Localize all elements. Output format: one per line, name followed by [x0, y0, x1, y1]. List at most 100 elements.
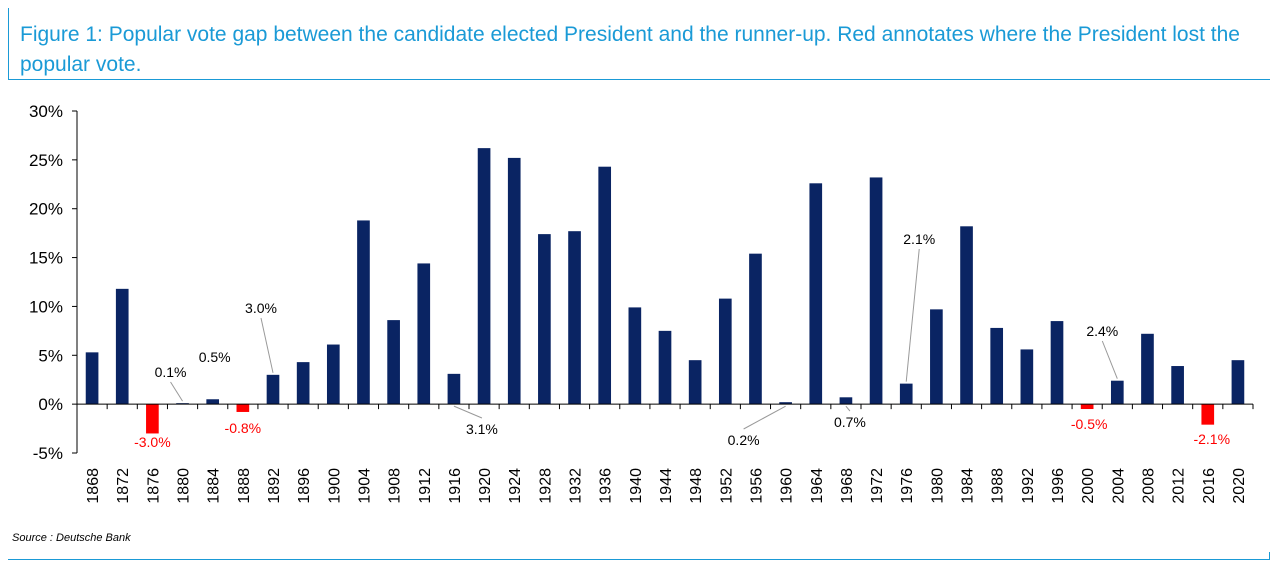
bar-chart: -5% 0% 5% 10% 15% 20% 25% 30% 1868 1872 1876 1880 1… — [29, 102, 1254, 504]
x-tick-label-1868: 1868 — [85, 468, 102, 504]
bar-2008 — [1141, 333, 1154, 405]
x-tick-label-1916: 1916 — [447, 468, 464, 504]
y-tick-label: 15% — [29, 249, 63, 268]
x-tick-label-1880: 1880 — [176, 468, 193, 504]
x-tick-label-1944: 1944 — [658, 468, 675, 504]
bar-1912 — [417, 263, 431, 405]
bar-1904 — [357, 220, 370, 405]
x-tick-label-1976: 1976 — [899, 468, 916, 504]
bar-1984 — [960, 226, 973, 405]
x-tick-label-1900: 1900 — [326, 468, 343, 504]
bar-1872 — [115, 288, 129, 405]
annotations: -3.0% 0.1% 0.5% -0.8% 3.0% 3.1% 0.2% 0.7% 2.1% -0… — [134, 231, 1230, 450]
annotation-label-2004: 2.4% — [1086, 323, 1118, 339]
x-tick-label-2008: 2008 — [1140, 468, 1157, 504]
bar-1920 — [477, 148, 491, 405]
bar-1976 — [899, 383, 913, 405]
bar-2004 — [1110, 380, 1124, 405]
annotation-leader-2004 — [1101, 340, 1118, 379]
bar-1972 — [869, 177, 883, 405]
annotation-leader-1892 — [260, 317, 274, 373]
x-tick-label-1928: 1928 — [537, 468, 554, 504]
bar-1868 — [85, 352, 99, 405]
x-tick-label-2004: 2004 — [1110, 468, 1127, 504]
x-tick-label-1892: 1892 — [266, 468, 283, 504]
x-tick-label-2000: 2000 — [1080, 468, 1097, 504]
y-tick-label: 20% — [29, 200, 63, 219]
annotation-leader-1916 — [453, 405, 483, 419]
bar-1876 — [146, 404, 159, 434]
annotation-label-1880: 0.1% — [155, 364, 187, 380]
bar-1924 — [507, 157, 521, 405]
annotation-leader-1880 — [170, 381, 183, 402]
y-tick-label: -5% — [33, 444, 63, 463]
annotation-label-1976: 2.1% — [903, 231, 935, 247]
annotation-label-1888: -0.8% — [225, 420, 262, 436]
bar-1888 — [236, 404, 250, 412]
x-tick-label-1932: 1932 — [568, 468, 585, 504]
annotation-leader-1976 — [905, 248, 920, 382]
bar-1952 — [718, 298, 732, 405]
x-tick-label-1884: 1884 — [206, 468, 223, 504]
x-tick-label-1972: 1972 — [869, 468, 886, 504]
title-frame — [8, 8, 1270, 80]
bar-2000 — [1080, 404, 1094, 410]
x-tick-label-1876: 1876 — [145, 468, 162, 504]
x-tick-label-1952: 1952 — [718, 468, 735, 504]
annotation-label-1876: -3.0% — [134, 434, 171, 450]
x-tick-label-1888: 1888 — [236, 468, 253, 504]
bar-1964 — [809, 183, 823, 405]
bars — [85, 148, 1245, 434]
x-tick-label-1872: 1872 — [115, 468, 132, 504]
bar-1968 — [839, 397, 853, 405]
x-tick-label-1904: 1904 — [356, 468, 373, 504]
bar-1960 — [779, 402, 792, 405]
x-tick-label-1924: 1924 — [507, 468, 524, 504]
annotation-label-1968: 0.7% — [834, 414, 866, 430]
annotation-label-1884: 0.5% — [199, 349, 231, 365]
x-tick-label-2016: 2016 — [1201, 468, 1218, 504]
x-tick-label-1912: 1912 — [417, 468, 434, 504]
x-tick-label-1936: 1936 — [598, 468, 615, 504]
bar-1936 — [598, 166, 612, 405]
x-tick-label-1940: 1940 — [628, 468, 645, 504]
x-tick-label-1960: 1960 — [779, 468, 796, 504]
x-tick-label-1896: 1896 — [296, 468, 313, 504]
x-tick-label-2012: 2012 — [1171, 468, 1188, 504]
source-note: Source : Deutsche Bank — [12, 532, 131, 544]
x-tick-label-1948: 1948 — [688, 468, 705, 504]
y-axis: -5% 0% 5% 10% 15% 20% 25% 30% — [29, 102, 78, 463]
bar-1948 — [688, 360, 702, 405]
bar-1956 — [749, 253, 762, 405]
bar-1896 — [296, 362, 310, 405]
y-tick-label: 30% — [29, 102, 63, 121]
bar-1988 — [990, 327, 1004, 405]
bar-1944 — [658, 330, 672, 405]
bar-1916 — [447, 373, 461, 405]
x-tick-label-1980: 1980 — [929, 468, 946, 504]
annotation-label-1916: 3.1% — [466, 421, 498, 437]
x-tick-label-1908: 1908 — [387, 468, 404, 504]
y-tick-label: 25% — [29, 151, 63, 170]
bar-1932 — [568, 231, 581, 405]
x-tick-label-1956: 1956 — [748, 468, 765, 504]
bar-1992 — [1020, 349, 1034, 405]
annotation-label-2000: -0.5% — [1071, 416, 1108, 432]
annotation-leader-1960 — [743, 405, 786, 430]
y-tick-label: 5% — [38, 346, 63, 365]
y-tick-label: 10% — [29, 297, 63, 316]
annotation-label-2016: -2.1% — [1193, 431, 1230, 447]
bottom-rule — [8, 552, 1270, 560]
annotation-label-1892: 3.0% — [245, 300, 277, 316]
x-tick-label-1920: 1920 — [477, 468, 494, 504]
bar-1928 — [538, 234, 551, 405]
y-tick-label: 0% — [38, 395, 63, 414]
x-tick-label-1988: 1988 — [990, 468, 1007, 504]
x-tick-label-2020: 2020 — [1231, 468, 1248, 504]
bar-1908 — [387, 320, 400, 405]
x-tick-label-1964: 1964 — [809, 468, 826, 504]
x-tick-label-1968: 1968 — [839, 468, 856, 504]
annotation-label-1960: 0.2% — [728, 432, 760, 448]
annotation-leader-1968 — [845, 405, 851, 412]
bar-1884 — [206, 399, 220, 405]
